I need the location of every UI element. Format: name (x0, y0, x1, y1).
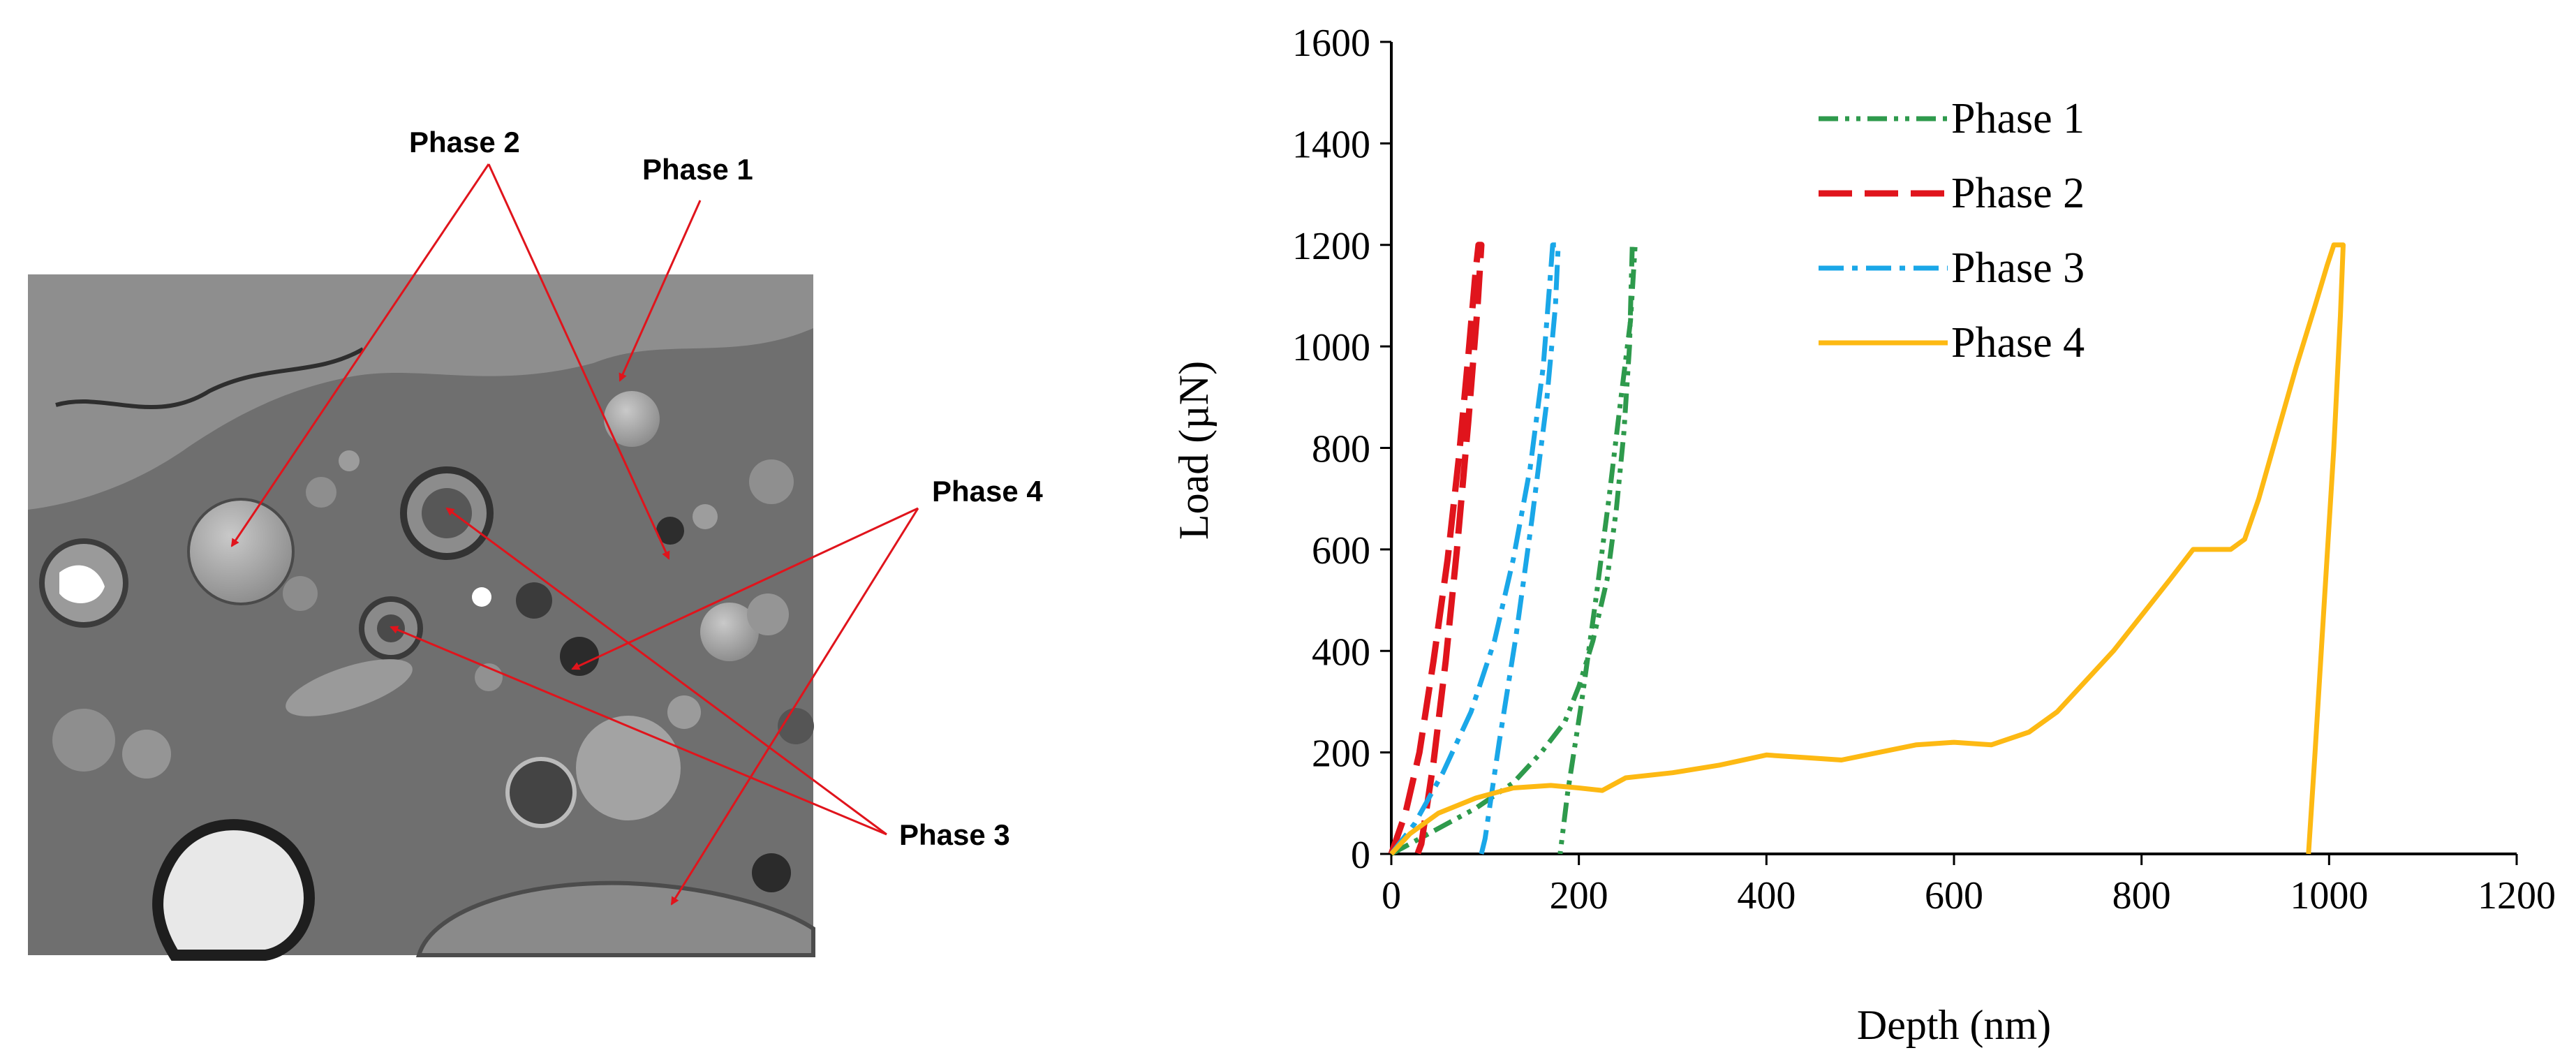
series-line-phase-3 (1389, 242, 1561, 856)
annotation-arrows (230, 163, 919, 906)
label-phase-2: Phase 2 (409, 126, 520, 158)
legend-label-phase-4: Phase 4 (1951, 319, 2085, 367)
y-tick-label: 1200 (1292, 225, 1370, 268)
label-phase-4: Phase 4 (932, 475, 1043, 508)
x-tick-label: 800 (2112, 874, 2171, 917)
series-line-phase-1 (1390, 242, 1638, 857)
y-tick-label: 800 (1312, 428, 1370, 471)
x-tick-label: 200 (1550, 874, 1608, 917)
y-tick-label: 200 (1312, 732, 1370, 776)
label-phase-3: Phase 3 (899, 818, 1010, 851)
label-phase-1: Phase 1 (642, 153, 753, 186)
y-tick-label: 400 (1312, 630, 1370, 674)
y-tick-label: 1400 (1292, 123, 1370, 166)
legend: Phase 1 Phase 2 Phase 3 Phase 4 (1819, 95, 2085, 367)
legend-label-phase-1: Phase 1 (1951, 95, 2085, 142)
micrograph-light-region (28, 274, 813, 510)
micrograph-crack (55, 347, 364, 410)
y-tick-label: 1600 (1292, 22, 1370, 65)
x-axis-title: Depth (nm) (1857, 1002, 2051, 1048)
x-tick-label: 1000 (2290, 874, 2368, 917)
x-tick-label: 1200 (2478, 874, 2556, 917)
x-ticks: 0 200 400 600 800 1000 1200 (1382, 854, 2556, 917)
series-line-phase-2 (1388, 242, 1485, 855)
x-tick-label: 600 (1925, 874, 1983, 917)
x-tick-label: 0 (1382, 874, 1401, 917)
legend-label-phase-2: Phase 2 (1951, 170, 2085, 217)
series-layer (1388, 242, 2346, 857)
y-tick-label: 600 (1312, 529, 1370, 573)
y-axis-title: Load (µN) (1171, 361, 1217, 540)
y-tick-label: 1000 (1292, 326, 1370, 369)
x-tick-label: 400 (1737, 874, 1796, 917)
annotation-labels: Phase 2 Phase 1 Phase 4 Phase 3 (409, 126, 1043, 851)
load-depth-chart: 0 200 400 600 800 1000 1200 0 200 400 600 800 1000 1… (1171, 22, 2556, 1048)
y-tick-label: 0 (1351, 834, 1370, 877)
series-line-phase-4 (1389, 242, 2346, 856)
y-ticks: 0 200 400 600 800 1000 1200 1400 1600 (1292, 22, 1391, 877)
legend-label-phase-3: Phase 3 (1951, 244, 2085, 292)
sem-micrograph (28, 274, 815, 961)
